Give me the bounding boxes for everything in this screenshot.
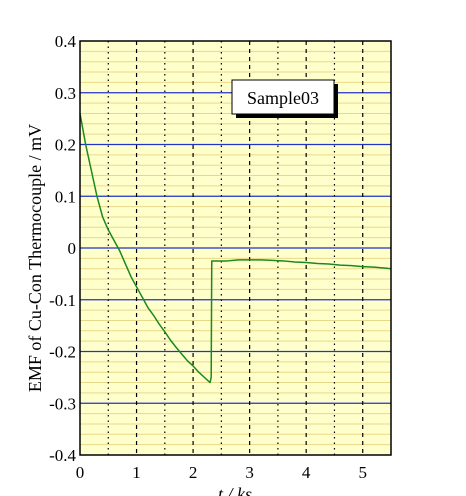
y-tick-label: -0.4 [49,446,76,465]
plot-frame [79,40,392,456]
x-tick-label: 0 [76,463,85,482]
y-tick-label: -0.1 [49,291,76,310]
series-layer [79,113,392,384]
series-line [79,113,392,384]
y-tick-label: 0.1 [55,187,76,206]
legend: Sample03 [231,79,338,118]
y-tick-label: 0.2 [55,136,76,155]
x-tick-labels: 0 1 2 3 4 5 [76,463,367,482]
x-tick-label: 5 [358,463,367,482]
legend-box [231,79,335,115]
x-tick-label: 4 [302,463,311,482]
y-tick-label: 0 [68,239,77,258]
y-tick-labels: 0.4 0.3 0.2 0.1 0 -0.1 -0.2 -0.3 -0.4 [49,32,76,465]
y-tick-label: -0.2 [49,343,76,362]
x-tick-label: 3 [245,463,254,482]
y-tick-label: -0.3 [49,394,76,413]
y-tick-label: 0.3 [55,84,76,103]
grid [80,41,391,455]
y-axis-label: EMF of Cu-Con Thermocouple / mV [25,124,45,392]
y-tick-label: 0.4 [55,32,77,51]
x-tick-label: 2 [189,463,198,482]
legend-label: Sample03 [247,88,319,108]
x-axis-label: t / ks [218,484,252,496]
x-tick-label: 1 [132,463,141,482]
